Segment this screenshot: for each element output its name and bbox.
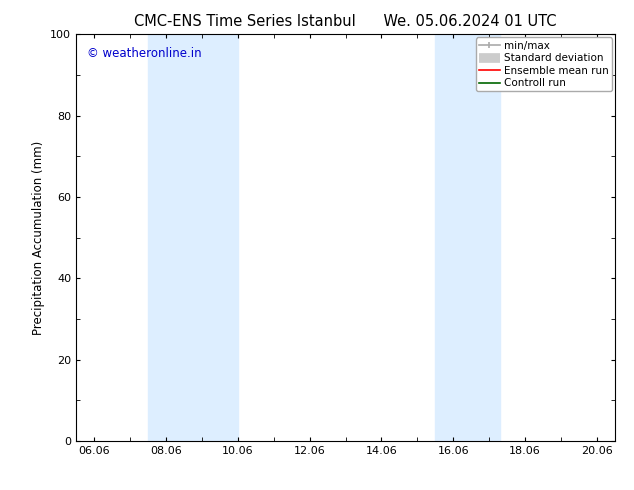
Bar — [148, 34, 238, 441]
Text: © weatheronline.in: © weatheronline.in — [87, 47, 202, 59]
Bar — [436, 34, 500, 441]
Legend: min/max, Standard deviation, Ensemble mean run, Controll run: min/max, Standard deviation, Ensemble me… — [476, 37, 612, 92]
Y-axis label: Precipitation Accumulation (mm): Precipitation Accumulation (mm) — [32, 141, 44, 335]
Title: CMC-ENS Time Series Istanbul      We. 05.06.2024 01 UTC: CMC-ENS Time Series Istanbul We. 05.06.2… — [134, 14, 557, 29]
